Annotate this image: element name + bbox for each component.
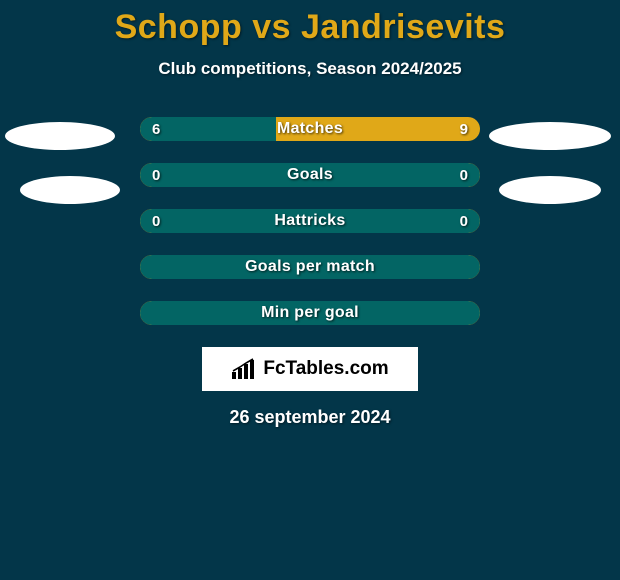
- stat-bar-label: Matches: [140, 117, 480, 141]
- page-title: Schopp vs Jandrisevits: [0, 0, 620, 47]
- stat-bar-left-value: 0: [152, 163, 160, 187]
- stat-bars: Matches69Goals00Hattricks00Goals per mat…: [140, 117, 480, 325]
- logo-text: FcTables.com: [263, 358, 388, 380]
- stat-bar-left-value: 6: [152, 117, 160, 141]
- stat-bar-label: Goals per match: [140, 255, 480, 279]
- side-ellipse: [499, 176, 601, 204]
- date-text: 26 september 2024: [0, 407, 620, 428]
- stat-bar-right-value: 9: [460, 117, 468, 141]
- subtitle: Club competitions, Season 2024/2025: [0, 59, 620, 79]
- stat-bar-left-value: 0: [152, 209, 160, 233]
- stat-bar-right-value: 0: [460, 209, 468, 233]
- side-ellipse: [489, 122, 611, 150]
- bar-chart-icon: [231, 358, 257, 380]
- fctables-logo: FcTables.com: [202, 347, 418, 391]
- stat-bar: Matches6 9: [140, 117, 480, 141]
- stat-bar: Goals per match: [140, 255, 480, 279]
- stat-bar: Goals0 0: [140, 163, 480, 187]
- side-ellipse: [5, 122, 115, 150]
- stat-bar: Hattricks0 0: [140, 209, 480, 233]
- stat-bar-right-value: 0: [460, 163, 468, 187]
- side-ellipse: [20, 176, 120, 204]
- stat-bar: Min per goal: [140, 301, 480, 325]
- stat-bar-label: Hattricks: [140, 209, 480, 233]
- stat-bar-label: Goals: [140, 163, 480, 187]
- stat-bar-label: Min per goal: [140, 301, 480, 325]
